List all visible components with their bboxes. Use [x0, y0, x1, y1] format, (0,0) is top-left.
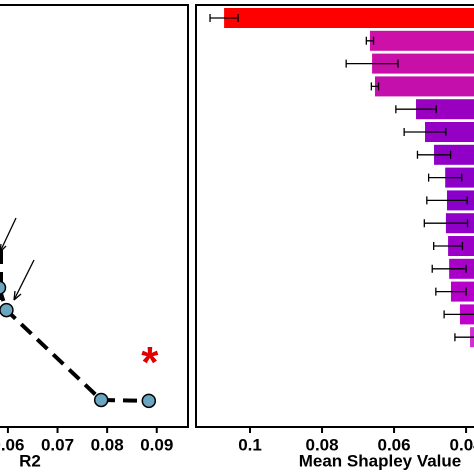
bar: [374, 76, 474, 97]
bar: [434, 144, 474, 165]
bar: [416, 99, 474, 120]
point: [93, 392, 109, 408]
x-axis-label: Mean Shapley Value: [299, 451, 462, 470]
error-bar: [370, 82, 380, 91]
x-axis-label: R2: [19, 451, 41, 470]
error-bar: [403, 128, 447, 136]
x-tick-label: 0.06: [378, 435, 411, 454]
error-bar: [454, 333, 474, 342]
point: [141, 393, 157, 409]
x-tick-label: 0.07: [41, 435, 74, 454]
x-tick-label: 0.09: [140, 435, 173, 454]
bar: [224, 8, 474, 28]
x-tick-label: 0.1: [238, 435, 262, 454]
error-bar: [416, 150, 452, 159]
error-bar: [443, 310, 474, 319]
x-tick-label: 0.08: [91, 435, 124, 454]
bar: [425, 122, 474, 142]
x-tick-label: 0.06: [0, 435, 24, 454]
error-bar: [431, 264, 467, 273]
point: [0, 280, 7, 295]
error-bar: [345, 59, 399, 68]
error-bar: [427, 173, 463, 182]
error-bar: [395, 105, 437, 114]
left-frame: [0, 4, 189, 428]
point: [0, 302, 14, 318]
error-bar: [423, 219, 469, 228]
right-frame: [195, 4, 474, 428]
error-bar: [365, 36, 375, 45]
annotation: *: [141, 338, 159, 387]
x-tick-label: 0.08: [305, 435, 338, 454]
bar: [372, 53, 474, 74]
error-bar: [433, 242, 464, 250]
series-line: [0, 287, 149, 403]
error-bar: [426, 196, 468, 205]
bar: [369, 30, 474, 51]
error-bar: [435, 287, 467, 296]
x-tick-label: 0.04: [450, 435, 474, 454]
error-bar: [209, 14, 239, 22]
